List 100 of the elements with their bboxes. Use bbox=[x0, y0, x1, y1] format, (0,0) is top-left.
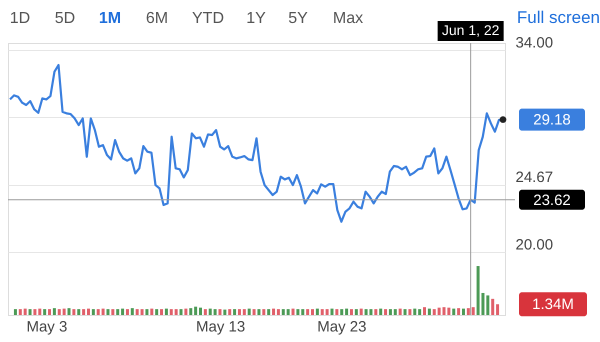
y-tick-label: 34.00 bbox=[516, 34, 554, 52]
bar bbox=[457, 308, 460, 315]
bar bbox=[292, 308, 295, 315]
x-tick-label: May 23 bbox=[317, 318, 366, 336]
bar bbox=[486, 295, 490, 315]
bar bbox=[102, 308, 105, 315]
bar bbox=[155, 309, 158, 315]
bar bbox=[208, 308, 212, 315]
bar bbox=[345, 308, 348, 315]
bar bbox=[326, 309, 329, 315]
bar bbox=[214, 309, 217, 315]
bar bbox=[447, 308, 450, 315]
bar bbox=[272, 308, 276, 315]
bar bbox=[276, 309, 280, 315]
bar bbox=[462, 308, 465, 315]
bar bbox=[198, 308, 202, 315]
bar bbox=[306, 309, 310, 315]
bar bbox=[311, 309, 314, 315]
bar bbox=[121, 308, 124, 315]
bar bbox=[14, 309, 17, 315]
bar bbox=[257, 309, 260, 315]
bar bbox=[408, 309, 412, 315]
bar bbox=[369, 309, 372, 315]
bar bbox=[160, 309, 164, 315]
bar bbox=[96, 309, 100, 315]
bar bbox=[384, 309, 388, 315]
bar bbox=[145, 309, 148, 315]
bar bbox=[320, 309, 324, 315]
bar bbox=[180, 309, 183, 315]
bar bbox=[136, 309, 139, 315]
bar bbox=[330, 308, 334, 315]
bar bbox=[491, 298, 494, 315]
bar bbox=[111, 309, 114, 315]
y-tick-label: 20.00 bbox=[516, 236, 554, 254]
bar bbox=[126, 309, 129, 315]
bar bbox=[481, 292, 484, 315]
text: Full screen bbox=[516, 8, 600, 27]
text: Max bbox=[332, 10, 364, 27]
bar bbox=[354, 309, 358, 315]
bar bbox=[218, 309, 222, 315]
bar bbox=[301, 309, 304, 315]
bar bbox=[130, 308, 134, 315]
bar bbox=[238, 309, 241, 315]
bar bbox=[252, 309, 256, 315]
bar bbox=[86, 308, 90, 315]
bar bbox=[72, 309, 76, 315]
bar bbox=[164, 308, 168, 315]
bar bbox=[184, 308, 188, 315]
bar bbox=[116, 309, 120, 315]
bar bbox=[248, 308, 251, 315]
bar bbox=[43, 309, 46, 315]
bar bbox=[360, 308, 363, 315]
x-tick-label: Jun 1, 22 bbox=[442, 22, 500, 38]
bar bbox=[92, 309, 95, 315]
text: 1D bbox=[10, 10, 30, 27]
bar bbox=[379, 308, 382, 315]
bar bbox=[68, 308, 71, 315]
text: 6M bbox=[146, 10, 168, 27]
text: 29.18 bbox=[533, 112, 571, 129]
bar bbox=[262, 309, 266, 315]
bar bbox=[452, 308, 456, 315]
text: 5D bbox=[54, 10, 76, 27]
bar bbox=[404, 309, 407, 315]
y-tick-label: 24.67 bbox=[516, 169, 554, 186]
bar bbox=[350, 309, 353, 315]
ref-line-label: 23.62 bbox=[533, 192, 571, 209]
x-tick-label: May 3 bbox=[26, 318, 68, 336]
bar bbox=[296, 309, 300, 315]
bar bbox=[423, 307, 426, 315]
bar bbox=[33, 309, 36, 315]
bar bbox=[48, 309, 52, 315]
bar bbox=[52, 308, 56, 315]
bar bbox=[442, 307, 446, 315]
bar bbox=[140, 309, 144, 315]
bar bbox=[204, 309, 207, 315]
bar bbox=[364, 309, 368, 315]
bar bbox=[233, 309, 236, 315]
text: 1Y bbox=[246, 10, 266, 27]
bar bbox=[77, 309, 80, 315]
bar bbox=[428, 308, 431, 315]
bar bbox=[28, 309, 32, 315]
bar bbox=[223, 310, 226, 315]
bar bbox=[228, 309, 232, 315]
bar bbox=[335, 309, 338, 315]
bar bbox=[106, 309, 110, 315]
text: 5Y bbox=[288, 10, 308, 27]
bar bbox=[398, 308, 402, 315]
bar bbox=[38, 308, 42, 315]
bar bbox=[388, 309, 392, 315]
x-tick-label: May 13 bbox=[196, 318, 246, 336]
bar bbox=[150, 308, 154, 315]
bar bbox=[340, 309, 344, 315]
bar bbox=[82, 309, 86, 315]
bar bbox=[496, 304, 500, 315]
bar bbox=[394, 309, 397, 315]
bar bbox=[476, 266, 480, 315]
bar bbox=[316, 308, 319, 315]
bar bbox=[374, 309, 378, 315]
text: YTD bbox=[192, 10, 224, 27]
text: 1M bbox=[98, 10, 122, 27]
